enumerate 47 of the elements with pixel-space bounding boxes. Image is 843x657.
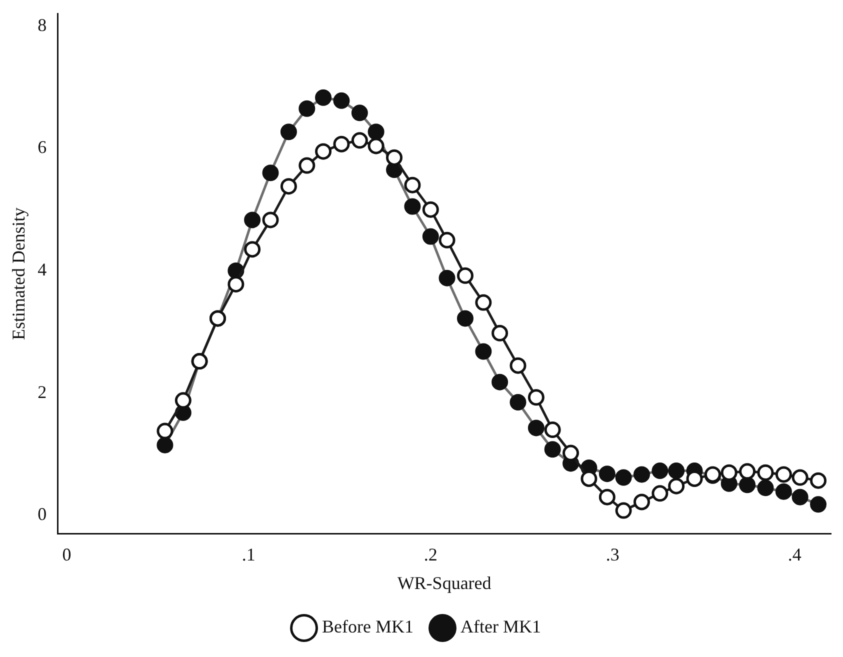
point bbox=[280, 178, 297, 195]
point bbox=[475, 294, 492, 311]
point bbox=[262, 212, 279, 228]
point bbox=[438, 232, 456, 248]
point bbox=[351, 132, 368, 149]
y-tick-label: 8 bbox=[38, 14, 47, 35]
point bbox=[775, 466, 792, 483]
point bbox=[333, 136, 350, 152]
point bbox=[739, 463, 756, 480]
point bbox=[244, 241, 261, 258]
point bbox=[528, 389, 544, 406]
x-axis-title: WR-Squared bbox=[397, 572, 492, 593]
point bbox=[422, 201, 439, 218]
point bbox=[456, 267, 474, 284]
x-tick-label: 0 bbox=[62, 544, 72, 564]
y-axis-title: Estimated Density bbox=[8, 208, 29, 340]
point bbox=[652, 485, 668, 502]
y-tick-label: 2 bbox=[38, 382, 47, 402]
y-tick-label: 0 bbox=[38, 504, 47, 524]
point bbox=[404, 176, 421, 194]
legend-label: Before MK1 bbox=[322, 616, 414, 637]
point bbox=[510, 357, 526, 374]
point bbox=[492, 324, 508, 342]
point bbox=[757, 464, 774, 481]
y-tick-label: 6 bbox=[38, 137, 47, 158]
point bbox=[156, 422, 174, 440]
legend-label: After MK1 bbox=[460, 616, 541, 637]
point bbox=[562, 444, 580, 462]
point bbox=[174, 392, 192, 409]
point bbox=[580, 470, 598, 487]
point bbox=[792, 469, 808, 486]
point bbox=[315, 143, 332, 160]
point bbox=[633, 494, 650, 510]
point bbox=[598, 488, 616, 506]
y-tick-label: 4 bbox=[38, 259, 47, 280]
point bbox=[386, 149, 403, 166]
point bbox=[810, 472, 827, 489]
point bbox=[298, 157, 316, 174]
x-tick-label: .3 bbox=[606, 544, 620, 564]
point bbox=[228, 276, 244, 292]
point bbox=[368, 138, 384, 154]
x-tick-label: .2 bbox=[424, 544, 438, 564]
x-tick-label: .1 bbox=[242, 544, 256, 564]
point bbox=[668, 478, 685, 494]
x-tick-label: .4 bbox=[788, 544, 802, 564]
point bbox=[544, 422, 561, 438]
point bbox=[615, 502, 632, 519]
